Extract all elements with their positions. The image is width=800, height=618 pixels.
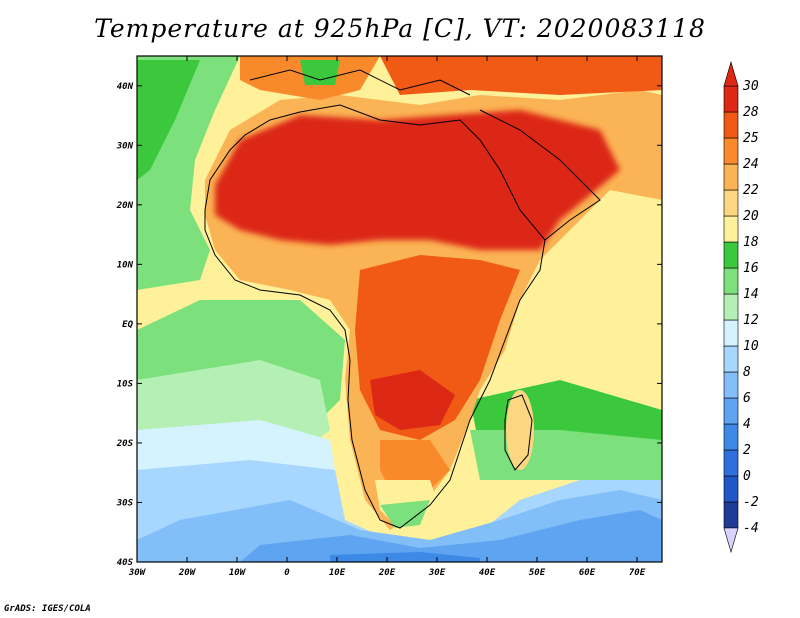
colorbar-label: 2 [743, 443, 751, 458]
colorbar-label: 25 [743, 131, 759, 146]
lat-tick-label: 40S [117, 558, 134, 568]
lon-tick-label: 10W [229, 568, 247, 578]
colorbar-label: 18 [743, 235, 759, 250]
colorbar-segment [723, 319, 739, 347]
lon-tick-label: 50E [529, 568, 546, 578]
lat-tick-label: 40N [117, 82, 134, 92]
colorbar-label: 16 [743, 261, 759, 276]
lat-tick-label: EQ [122, 320, 133, 330]
colorbar-min-arrow [723, 527, 739, 554]
colorbar-segment [723, 215, 739, 243]
lat-tick-label: 10N [117, 260, 134, 270]
lon-tick-label: 70E [629, 568, 646, 578]
lat-tick-label: 30S [116, 498, 134, 508]
colorbar-segment [723, 475, 739, 503]
coastlines [204, 69, 601, 529]
colorbar-segment [723, 267, 739, 295]
temperature-field [137, 56, 662, 562]
colorbar-label: -2 [743, 495, 759, 510]
colorbar-segment [723, 397, 739, 425]
mediterranean-coastline [249, 69, 471, 96]
colorbar-segment [723, 111, 739, 139]
colorbar-label: 20 [743, 209, 759, 224]
cape-green [380, 500, 430, 528]
colorbar-segment [723, 137, 739, 165]
colorbar-label: 24 [743, 157, 759, 172]
colorbar-label: -4 [743, 521, 759, 536]
colorbar-label: 0 [743, 469, 751, 484]
lat-tick-label: 20N [116, 201, 134, 211]
lon-tick-label: 20W [178, 568, 197, 578]
colorbar-label: 30 [742, 79, 759, 94]
colorbar-label: 8 [743, 365, 751, 380]
sahara-hot [215, 110, 620, 250]
atlantic-north-deep-green [137, 60, 200, 180]
lon-tick-label: 60E [579, 568, 596, 578]
colorbar-label: 12 [743, 313, 759, 328]
europe-green [300, 60, 340, 85]
map-title: Temperature at 925hPa [C], VT: 202008311… [94, 14, 706, 43]
colorbar-segment [723, 449, 739, 477]
colorbar-label: 28 [743, 105, 759, 120]
lon-tick-label: 30E [428, 568, 446, 578]
colorbar-segment [723, 163, 739, 191]
colorbar-max-arrow [723, 60, 739, 87]
colorbar-segment [723, 189, 739, 217]
colorbar-segment [723, 501, 739, 529]
colorbar-segment [723, 293, 739, 321]
angola-zambia-hot [370, 370, 455, 430]
arabia-coastline [479, 109, 601, 241]
colorbar-label: 6 [743, 391, 751, 406]
lat-tick-label: 10S [117, 379, 134, 389]
madagascar [506, 390, 534, 470]
colorbar-label: 10 [743, 339, 759, 354]
lat-tick-label: 30N [116, 141, 134, 151]
colorbar-segment [723, 241, 739, 269]
lon-tick-label: 0 [284, 568, 290, 578]
africa-coastline [204, 104, 546, 529]
lon-axis: 30W 20W 10W 0 10E 20E 30E 40E 50E 60E 70E [128, 56, 646, 578]
colorbar-segment [723, 345, 739, 373]
map-frame [136, 55, 663, 563]
indian-light-green [470, 430, 662, 480]
grads-credit: GrADS: IGES/COLA [4, 604, 91, 614]
colorbar-segment [723, 423, 739, 451]
south-deep-blue [330, 552, 480, 562]
colorbar-label: 14 [743, 287, 759, 302]
lat-axis: 40N 30N 20N 10N EQ 10S 20S 30S 40S [116, 82, 662, 568]
lon-tick-label: 30W [128, 568, 147, 578]
middle-east-north [380, 56, 662, 95]
lon-tick-label: 10E [329, 568, 346, 578]
south-blue [240, 510, 662, 562]
lon-tick-label: 40E [479, 568, 496, 578]
colorbar-label: 22 [743, 183, 759, 198]
madagascar-coastline [504, 394, 533, 471]
colorbar-segment [723, 85, 739, 113]
colorbar-label: 4 [743, 417, 751, 432]
lat-tick-label: 20S [116, 439, 134, 449]
colorbar-segment [723, 371, 739, 399]
lon-tick-label: 20E [378, 568, 396, 578]
